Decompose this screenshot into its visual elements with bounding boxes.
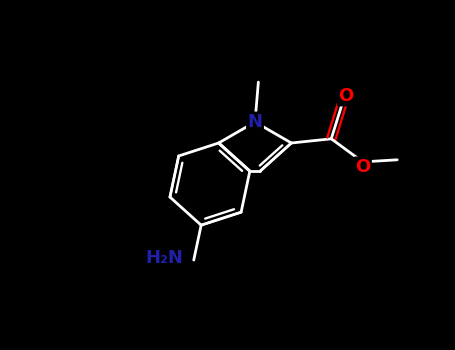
Text: O: O: [355, 158, 370, 176]
Text: O: O: [339, 87, 354, 105]
Text: H₂N: H₂N: [146, 249, 184, 267]
Text: N: N: [248, 113, 263, 131]
